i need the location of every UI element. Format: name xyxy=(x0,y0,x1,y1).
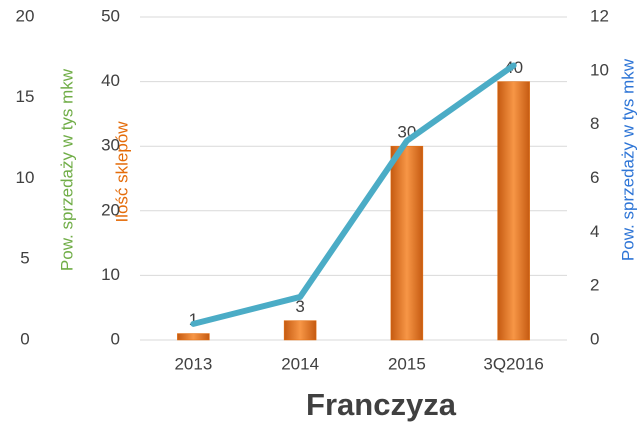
data-label: 1 xyxy=(189,310,198,329)
x-tick-label: 2013 xyxy=(174,354,212,373)
y-tick-label: 10 xyxy=(101,265,120,284)
y3-tick-label: 5 xyxy=(20,249,29,268)
y2-tick-label: 4 xyxy=(590,222,599,241)
y-tick-label: 30 xyxy=(101,136,120,155)
bar xyxy=(177,333,210,341)
bar xyxy=(497,81,530,341)
bar xyxy=(283,320,317,341)
y2-tick-label: 8 xyxy=(590,114,599,133)
chart-title: Franczyza xyxy=(306,387,457,422)
y-tick-label: 40 xyxy=(101,71,120,90)
data-label: 3 xyxy=(295,297,304,316)
y3-tick-label: 20 xyxy=(16,6,35,25)
y2-tick-label: 12 xyxy=(590,6,609,25)
x-tick-label: 2015 xyxy=(388,354,426,373)
x-tick-label: 3Q2016 xyxy=(483,354,544,373)
y-axis-label: Ilość sklepów xyxy=(112,121,131,223)
y3-tick-label: 10 xyxy=(16,168,35,187)
y-tick-label: 20 xyxy=(101,200,120,219)
y2-tick-label: 10 xyxy=(590,60,609,79)
y-tick-label: 50 xyxy=(101,6,120,25)
y-tick-label: 0 xyxy=(111,329,120,348)
y3-tick-label: 0 xyxy=(20,329,29,348)
y2-tick-label: 2 xyxy=(590,276,599,295)
line xyxy=(190,62,517,327)
y2-tick-label: 0 xyxy=(590,329,599,348)
x-tick-label: 2014 xyxy=(281,354,319,373)
y2-axis-label: Pow. sprzedaży w tys mkw xyxy=(618,58,637,261)
bar xyxy=(390,145,424,341)
y2-tick-label: 6 xyxy=(590,168,599,187)
y3-tick-label: 15 xyxy=(16,87,35,106)
y3-axis-label: Pow. sprzedaży w tys mkw xyxy=(57,68,76,271)
